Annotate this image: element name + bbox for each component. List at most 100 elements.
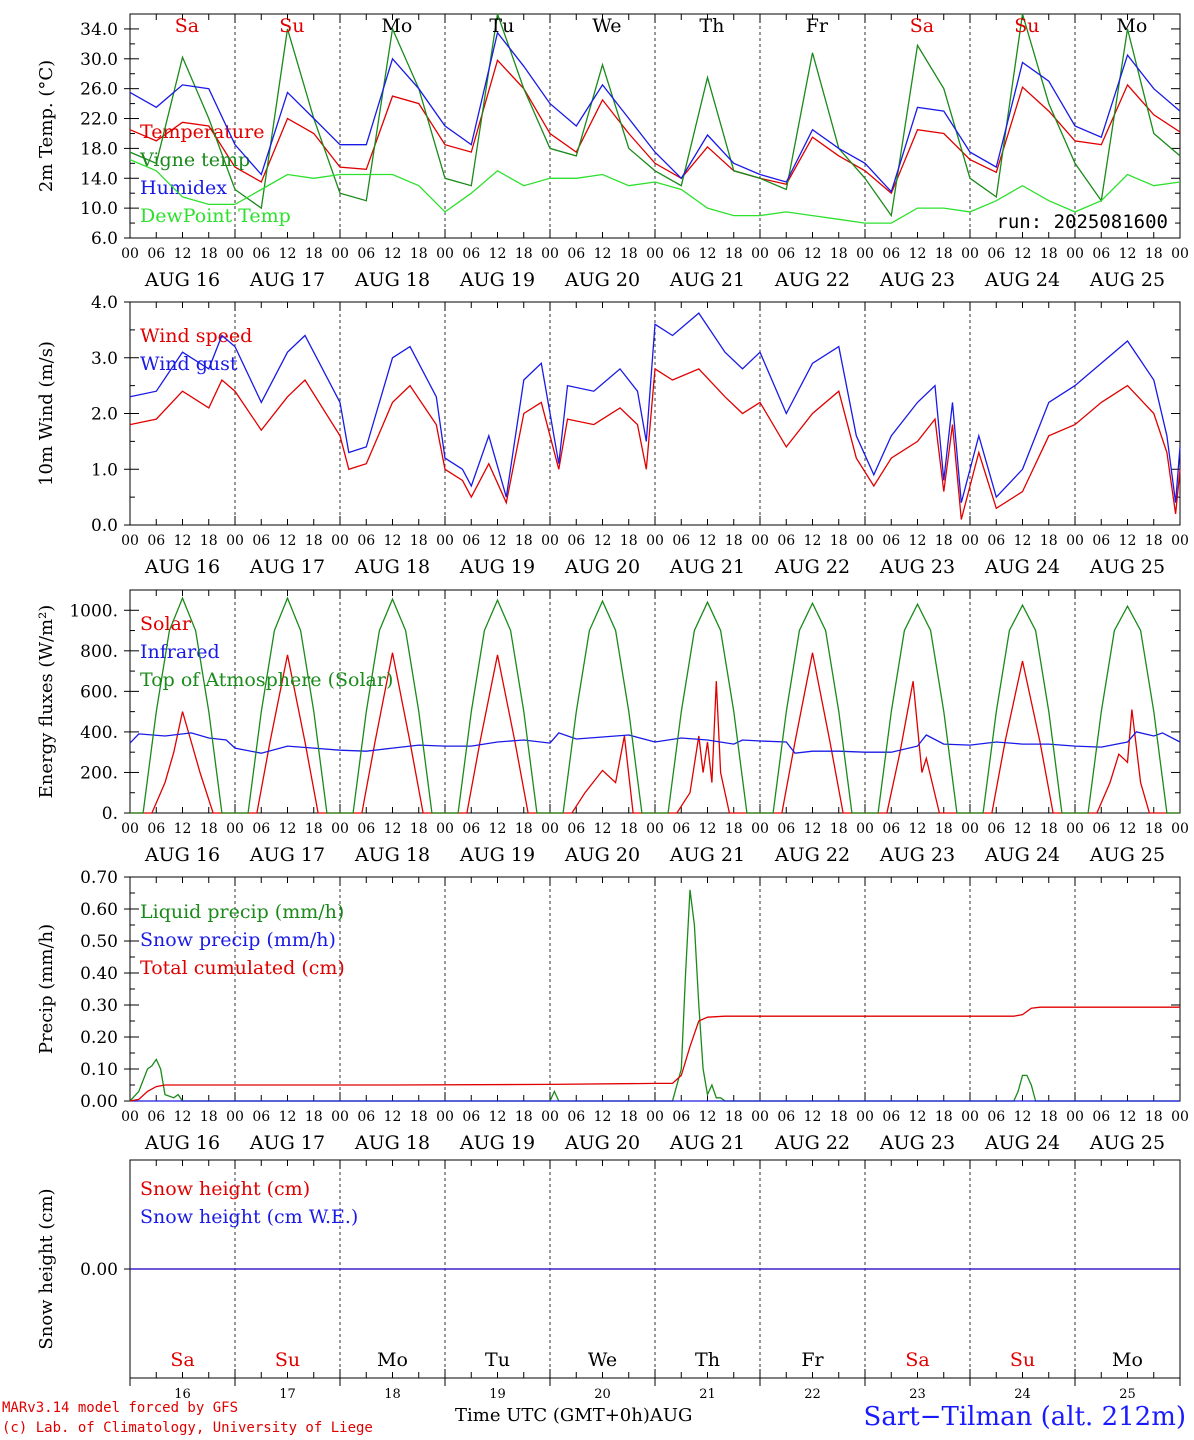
legend-entry: Humidex	[140, 177, 227, 199]
weekday-label: We	[588, 1349, 617, 1371]
legend-entry: Temperature	[140, 121, 264, 143]
x-tick-label: 18	[620, 533, 638, 549]
date-label: AUG 16	[144, 1132, 220, 1154]
y-tick-label: 26.0	[80, 80, 118, 100]
weekday-label: Mo	[377, 1349, 408, 1371]
date-label: AUG 20	[564, 844, 640, 866]
y-tick-label: 600.	[80, 682, 118, 702]
x-tick-label: 06	[672, 246, 690, 262]
legend-entry: DewPoint Temp	[140, 205, 291, 227]
legend-entry: Top of Atmosphere (Solar)	[140, 669, 393, 691]
weekday-label: Su	[275, 1349, 300, 1371]
date-label: AUG 21	[669, 269, 745, 291]
x-tick-label: 18	[515, 246, 533, 262]
day-number-label: 22	[804, 1387, 821, 1402]
x-tick-label: 18	[305, 1109, 323, 1125]
x-tick-label: 00	[1066, 1109, 1084, 1125]
x-tick-label: 00	[226, 821, 244, 837]
y-tick-label: 0.30	[80, 996, 118, 1016]
y-tick-label: 0.	[102, 804, 118, 824]
x-tick-label: 12	[594, 533, 612, 549]
date-label: AUG 25	[1089, 556, 1165, 578]
y-tick-label: 30.0	[80, 50, 118, 70]
date-label: AUG 18	[354, 1132, 430, 1154]
legend-entry: Liquid precip (mm/h)	[140, 901, 344, 923]
x-tick-label: 12	[384, 1109, 402, 1125]
weekday-label: Su	[279, 15, 304, 37]
x-tick-label: 00	[961, 246, 979, 262]
y-tick-label: 800.	[80, 642, 118, 662]
day-number-label: 25	[1119, 1387, 1136, 1402]
y-tick-label: 10.0	[80, 199, 118, 219]
legend-entry: Snow height (cm)	[140, 1178, 310, 1200]
x-tick-label: 06	[567, 246, 585, 262]
x-tick-label: 18	[1145, 821, 1163, 837]
x-tick-label: 18	[515, 821, 533, 837]
x-tick-label: 06	[357, 533, 375, 549]
y-axis-label: Precip (mm/h)	[36, 924, 57, 1054]
date-label: AUG 17	[249, 269, 325, 291]
date-label: AUG 18	[354, 556, 430, 578]
x-tick-label: 18	[410, 533, 428, 549]
x-tick-label: 06	[462, 246, 480, 262]
x-tick-label: 12	[1014, 533, 1032, 549]
x-tick-label: 06	[882, 533, 900, 549]
x-tick-label: 12	[909, 821, 927, 837]
x-tick-label: 18	[200, 821, 218, 837]
x-tick-label: 00	[436, 533, 454, 549]
x-tick-label: 18	[935, 533, 953, 549]
x-tick-label: 18	[620, 1109, 638, 1125]
date-label: AUG 17	[249, 844, 325, 866]
series-line	[129, 889, 1180, 1102]
weekday-label: Su	[1010, 1349, 1035, 1371]
x-tick-label: 00	[961, 1109, 979, 1125]
x-tick-label: 18	[830, 821, 848, 837]
date-label: AUG 25	[1089, 269, 1165, 291]
x-tick-label: 12	[174, 1109, 192, 1125]
weekday-label: Mo	[1116, 15, 1147, 37]
x-tick-label: 06	[357, 246, 375, 262]
x-tick-label: 18	[305, 821, 323, 837]
x-tick-label: 12	[804, 1109, 822, 1125]
x-tick-label: 12	[489, 1109, 507, 1125]
x-tick-label: 06	[462, 821, 480, 837]
x-tick-label: 12	[279, 533, 297, 549]
y-tick-label: 0.00	[80, 1092, 118, 1112]
x-tick-label: 12	[174, 246, 192, 262]
x-tick-label: 18	[725, 246, 743, 262]
x-tick-label: 12	[279, 246, 297, 262]
x-tick-label: 12	[1119, 1109, 1137, 1125]
x-tick-label: 18	[200, 1109, 218, 1125]
x-tick-label: 00	[646, 246, 664, 262]
x-tick-label: 00	[331, 1109, 349, 1125]
x-tick-label: 12	[489, 246, 507, 262]
x-tick-label: 18	[410, 246, 428, 262]
date-label: AUG 16	[144, 269, 220, 291]
x-tick-label: 18	[830, 1109, 848, 1125]
date-label: AUG 24	[984, 1132, 1060, 1154]
x-tick-label: 00	[1171, 821, 1189, 837]
x-tick-label: 06	[462, 1109, 480, 1125]
x-tick-label: 12	[699, 1109, 717, 1125]
series-line	[130, 596, 1180, 814]
series-line	[129, 312, 1181, 503]
legend-entry: Total cumulated (cm)	[140, 957, 345, 979]
x-tick-label: 00	[331, 821, 349, 837]
date-label: AUG 23	[879, 556, 955, 578]
x-tick-label: 18	[1040, 533, 1058, 549]
x-tick-label: 06	[672, 821, 690, 837]
weekday-label: Tu	[489, 15, 514, 37]
y-tick-label: 3.0	[91, 349, 118, 369]
y-axis-label: Energy fluxes (W/m²)	[36, 605, 57, 799]
x-tick-label: 00	[961, 533, 979, 549]
x-tick-label: 00	[436, 821, 454, 837]
x-tick-label: 00	[121, 821, 139, 837]
date-label: AUG 24	[984, 269, 1060, 291]
x-tick-label: 06	[462, 533, 480, 549]
date-label: AUG 20	[564, 269, 640, 291]
x-tick-label: 12	[279, 821, 297, 837]
date-label: AUG 18	[354, 844, 430, 866]
legend-entry: Infrared	[140, 641, 220, 663]
x-tick-label: 18	[830, 533, 848, 549]
y-tick-label: 0.50	[80, 932, 118, 952]
